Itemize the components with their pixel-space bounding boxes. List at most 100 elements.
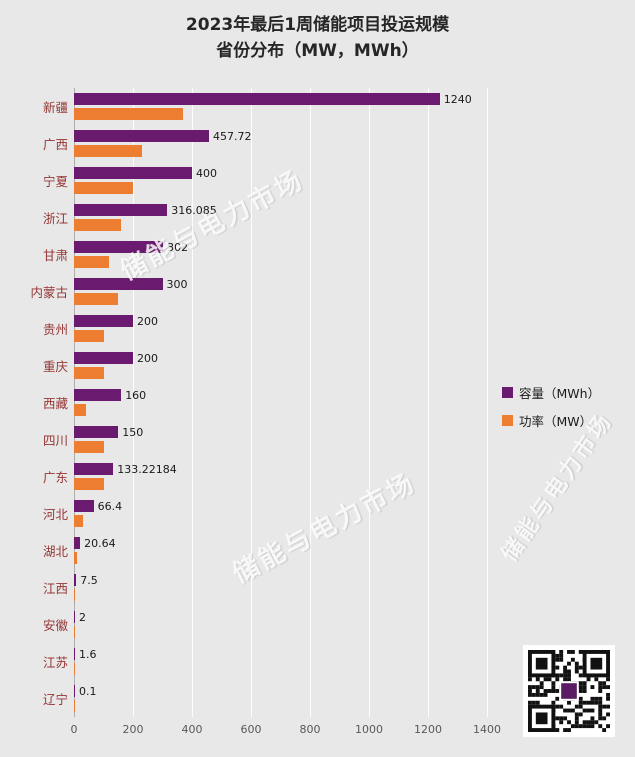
gridline — [251, 88, 252, 717]
bar-group: 302 — [74, 241, 487, 268]
power-bar — [74, 182, 133, 194]
power-bar — [74, 663, 75, 675]
gridline — [369, 88, 370, 717]
gridlines — [74, 88, 488, 717]
value-label: 200 — [137, 314, 158, 328]
bar-group: 66.4 — [74, 500, 487, 527]
gridline — [133, 88, 134, 717]
capacity-bar — [74, 648, 75, 660]
bar-group: 200 — [74, 352, 487, 379]
gridline — [310, 88, 311, 717]
x-axis-tick: 0 — [70, 723, 78, 736]
legend-swatch — [502, 387, 513, 398]
x-axis-tick: 1200 — [414, 723, 442, 736]
chart-row: 新疆 1240 — [10, 88, 487, 125]
chart-title: 2023年最后1周储能项目投运规模 省份分布（MW，MWh） — [0, 0, 635, 65]
chart-row: 四川 150 — [10, 421, 487, 458]
power-bar — [74, 256, 110, 268]
chart-title-line1: 2023年最后1周储能项目投运规模 — [185, 15, 450, 35]
y-axis-label: 辽宁 — [42, 692, 68, 707]
y-axis-label: 江西 — [42, 581, 68, 596]
value-label: 20.64 — [84, 536, 116, 550]
power-bar — [74, 552, 77, 564]
chart-row: 甘肃 302 — [10, 236, 487, 273]
capacity-bar — [74, 241, 164, 253]
capacity-bar — [74, 463, 114, 475]
chart-row: 湖北 20.64 — [10, 532, 487, 569]
value-label: 7.5 — [80, 573, 98, 587]
y-axis-label: 重庆 — [42, 359, 68, 374]
y-axis-label: 浙江 — [42, 211, 68, 226]
power-bar — [74, 293, 119, 305]
value-label: 200 — [137, 351, 158, 365]
capacity-bar — [74, 278, 163, 290]
value-label: 2 — [79, 610, 86, 624]
chart-row: 内蒙古 300 — [10, 273, 487, 310]
y-axis-label: 安徽 — [42, 618, 68, 633]
y-axis-label: 内蒙古 — [30, 285, 68, 300]
chart-row: 宁夏 400 — [10, 162, 487, 199]
y-axis-label: 广东 — [42, 470, 68, 485]
x-axis: 0 200 400 600 800 1000 1200 1400 — [70, 723, 502, 739]
chart-row: 重庆 200 — [10, 347, 487, 384]
value-label: 457.72 — [213, 129, 252, 143]
capacity-bar — [74, 611, 75, 623]
power-bar — [74, 404, 86, 416]
y-axis-label: 甘肃 — [42, 248, 68, 263]
power-bar — [74, 145, 142, 157]
power-bar — [74, 589, 76, 601]
chart-row: 贵州 200 — [10, 310, 487, 347]
value-label: 302 — [167, 240, 189, 254]
qr-code — [523, 645, 615, 737]
value-label: 66.4 — [97, 499, 123, 513]
x-axis-tick: 200 — [122, 723, 144, 736]
chart-row: 河北 66.4 — [10, 495, 487, 532]
bar-group: 1240 — [74, 93, 487, 120]
capacity-bar — [74, 130, 210, 142]
chart-row: 广西 457.72 — [10, 125, 487, 162]
legend-item: 功率（MW） — [502, 411, 600, 430]
power-bar — [74, 219, 121, 231]
y-axis-label: 宁夏 — [42, 174, 68, 189]
y-axis-label: 湖北 — [42, 544, 68, 559]
bar-group: 150 — [74, 426, 487, 453]
legend-swatch — [502, 415, 513, 426]
power-bar — [74, 108, 184, 120]
value-label: 133.22184 — [117, 462, 177, 476]
capacity-bar — [74, 93, 440, 105]
bar-group: 133.22184 — [74, 463, 487, 490]
y-axis-label: 河北 — [42, 507, 68, 522]
bar-group: 160 — [74, 389, 487, 416]
chart-row: 江西 7.5 — [10, 569, 487, 606]
bar-group: 2 — [74, 611, 487, 638]
legend-label: 功率（MW） — [519, 414, 593, 429]
power-bar — [74, 515, 83, 527]
chart-rows: 新疆 1240 广西 457.72 宁夏 400 浙江 316.085 甘肃 302 内蒙古 300 贵… — [10, 88, 487, 717]
y-axis-label: 江苏 — [42, 655, 68, 670]
value-label: 1.6 — [79, 647, 97, 661]
chart-row: 辽宁 0.1 — [10, 680, 487, 717]
x-axis-tick: 400 — [181, 723, 203, 736]
x-axis-tick: 600 — [240, 723, 262, 736]
power-bar — [74, 626, 75, 638]
capacity-bar — [74, 685, 75, 697]
capacity-bar — [74, 574, 77, 586]
capacity-bar — [74, 167, 192, 179]
value-label: 316.085 — [171, 203, 217, 217]
y-axis-label: 西藏 — [42, 396, 68, 411]
capacity-bar — [74, 204, 168, 216]
y-axis-label: 贵州 — [42, 322, 68, 337]
bar-group: 7.5 — [74, 574, 487, 601]
capacity-bar — [74, 537, 81, 549]
capacity-bar — [74, 352, 133, 364]
x-axis-tick: 1400 — [473, 723, 501, 736]
chart-row: 西藏 160 — [10, 384, 487, 421]
legend: 容量（MWh） 功率（MW） — [502, 383, 600, 430]
x-axis-tick: 800 — [299, 723, 321, 736]
bar-group: 316.085 — [74, 204, 487, 231]
y-axis-label: 新疆 — [42, 100, 68, 115]
bar-group: 1.6 — [74, 648, 487, 675]
x-axis-tick: 1000 — [355, 723, 383, 736]
capacity-bar — [74, 389, 122, 401]
value-label: 0.1 — [79, 684, 97, 698]
